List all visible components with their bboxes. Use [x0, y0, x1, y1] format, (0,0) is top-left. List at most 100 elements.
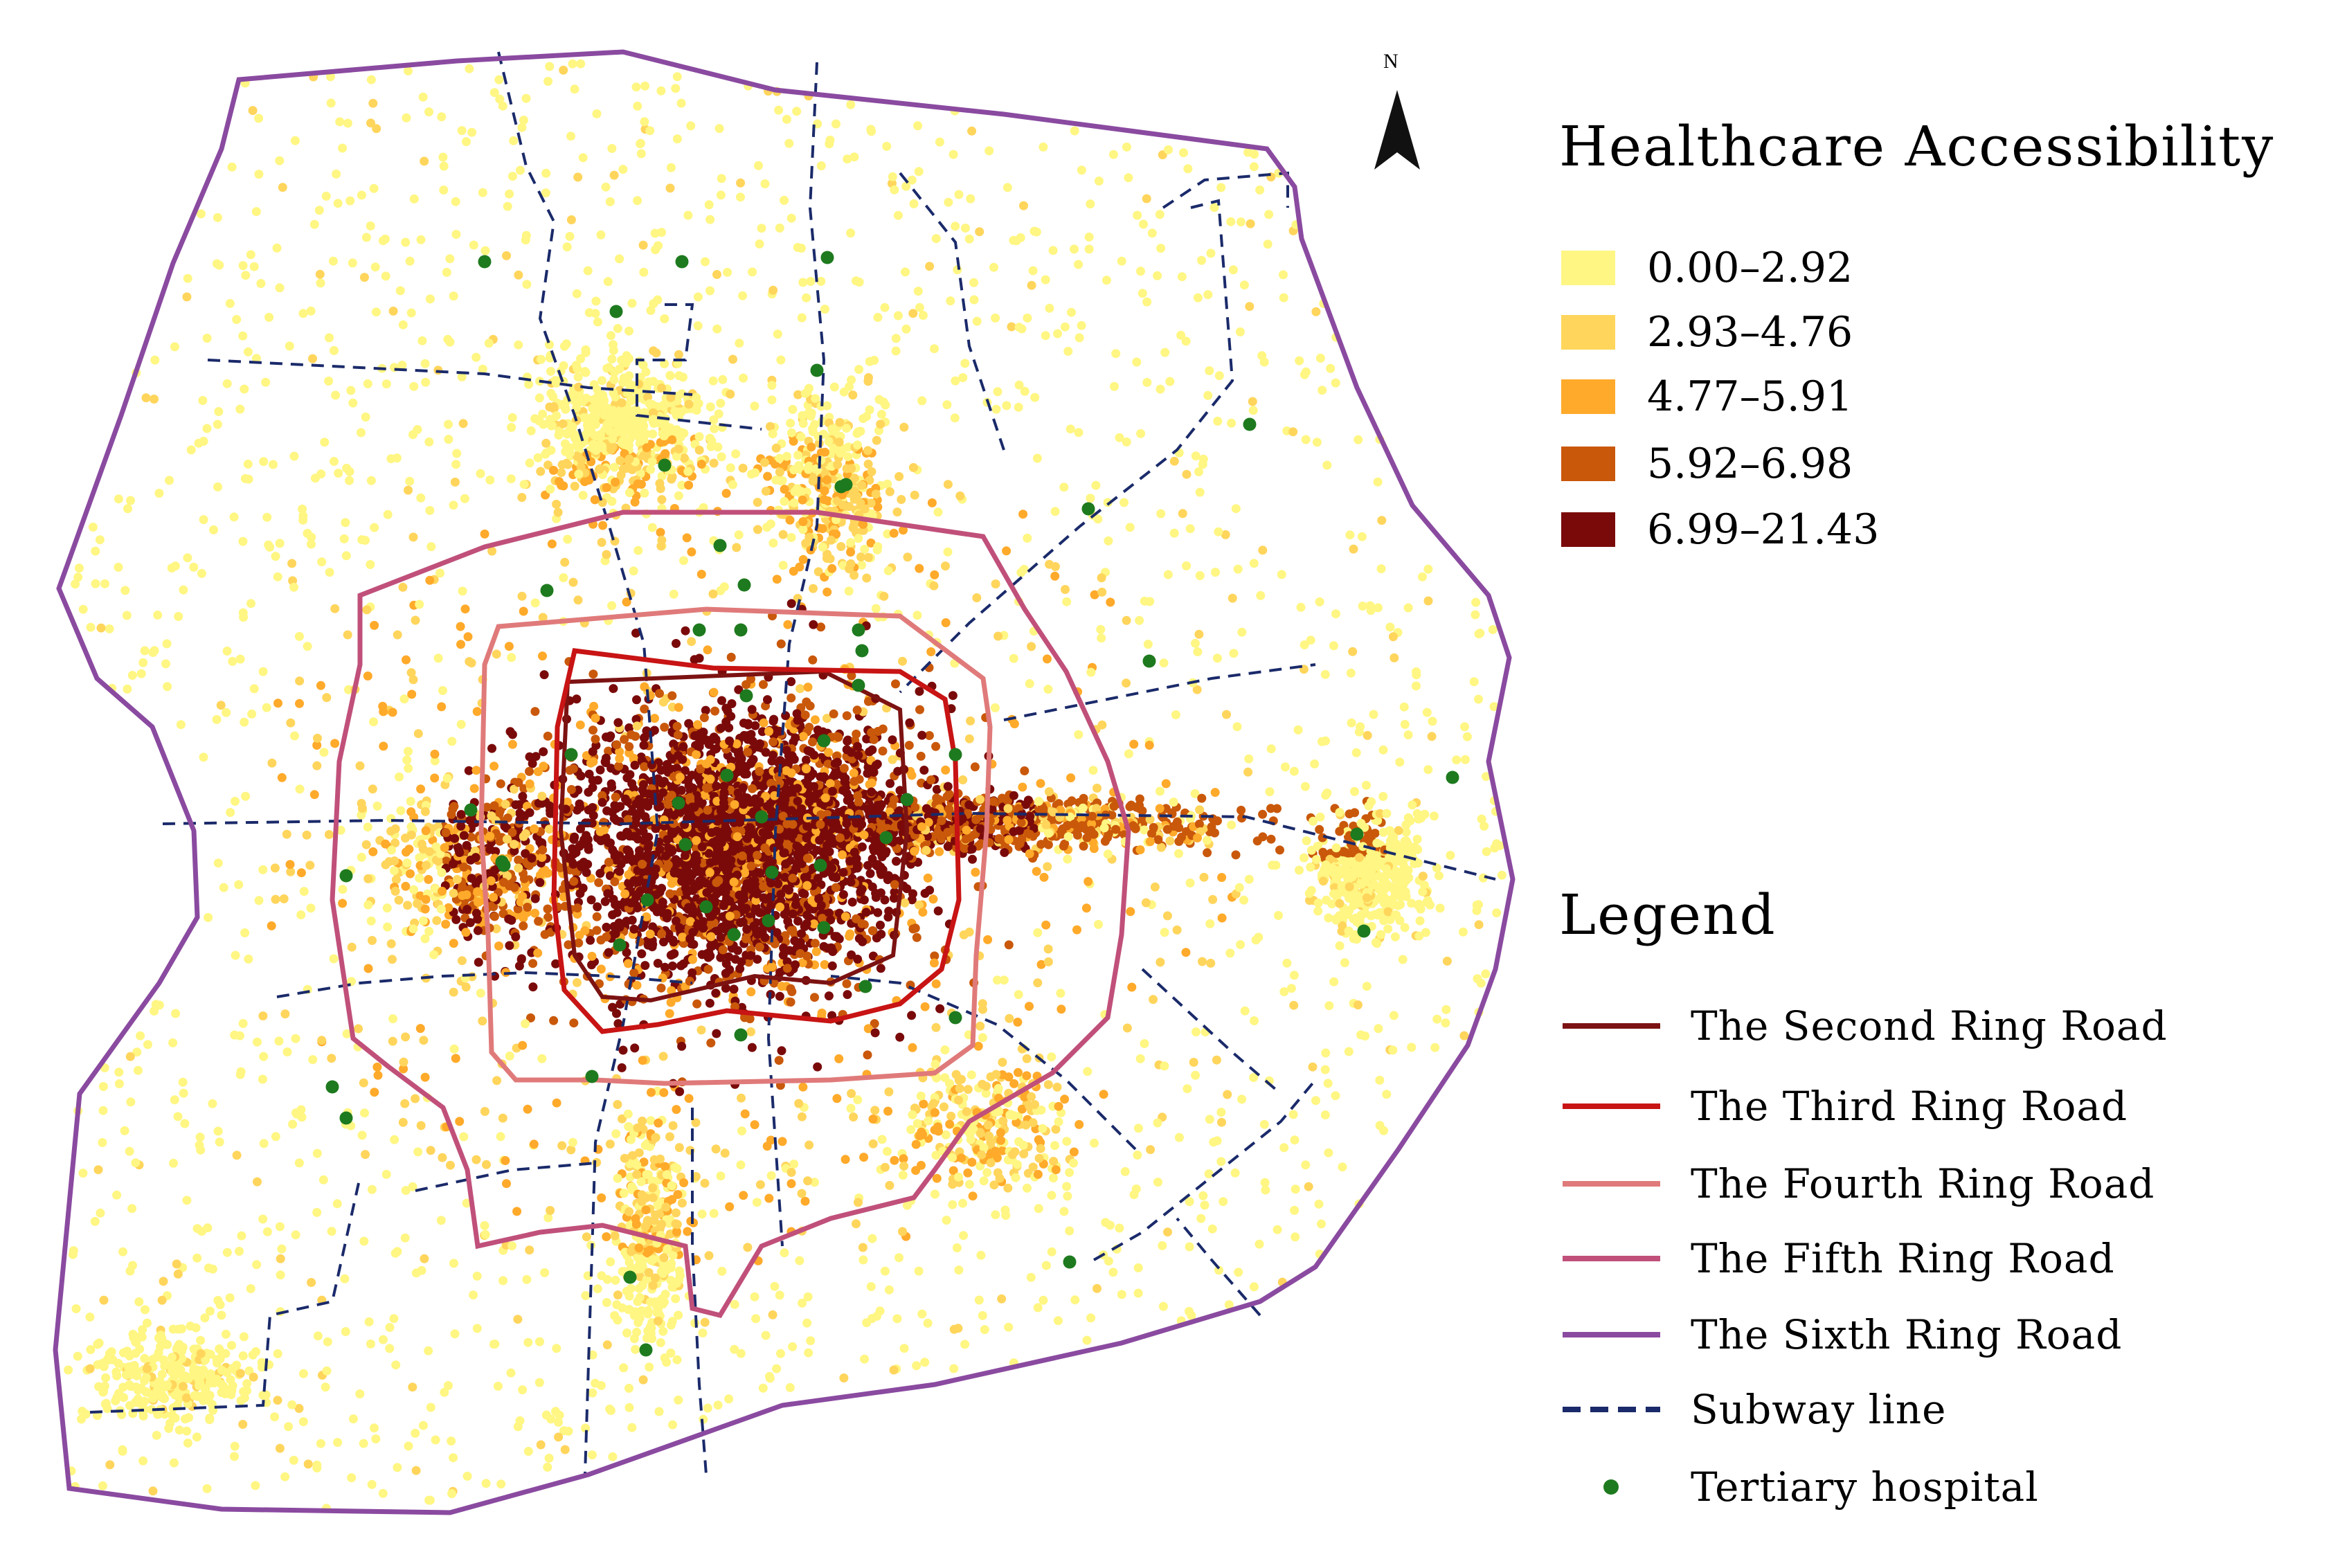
accessibility-point: [852, 705, 862, 715]
accessibility-point: [645, 399, 654, 408]
accessibility-point: [647, 523, 657, 532]
accessibility-point: [900, 898, 910, 908]
accessibility-point: [665, 889, 675, 899]
accessibility-point: [722, 824, 732, 834]
accessibility-point: [655, 478, 665, 488]
accessibility-point: [764, 727, 773, 736]
accessibility-point: [883, 912, 893, 922]
accessibility-point: [905, 718, 915, 728]
accessibility-point: [402, 847, 411, 857]
accessibility-point: [604, 858, 613, 867]
accessibility-point: [613, 1019, 623, 1029]
accessibility-point: [530, 824, 539, 833]
accessibility-point: [802, 854, 812, 863]
accessibility-point: [782, 819, 792, 829]
accessibility-point: [813, 874, 822, 883]
accessibility-point: [588, 726, 597, 735]
accessibility-point: [693, 720, 703, 730]
accessibility-point: [1079, 841, 1088, 851]
accessibility-point: [624, 846, 633, 856]
accessibility-point: [716, 399, 726, 408]
accessibility-point: [1073, 830, 1082, 840]
accessibility-point: [1385, 826, 1395, 836]
accessibility-point: [786, 926, 796, 935]
accessibility-point: [1079, 793, 1088, 803]
accessibility-point: [1383, 924, 1393, 934]
accessibility-point: [798, 888, 807, 898]
accessibility-point: [964, 800, 974, 810]
accessibility-point: [1315, 812, 1325, 822]
accessibility-point: [852, 914, 861, 923]
accessibility-point: [633, 479, 642, 489]
accessibility-point: [659, 937, 668, 947]
accessibility-point: [1435, 903, 1445, 913]
accessibility-point: [442, 773, 452, 783]
accessibility-point: [748, 784, 757, 793]
accessibility-point: [793, 784, 802, 793]
accessibility-point: [962, 825, 971, 835]
accessibility-point: [622, 773, 632, 783]
accessibility-point: [469, 784, 479, 793]
accessibility-point: [627, 465, 637, 474]
accessibility-point: [852, 729, 861, 739]
accessibility-point: [804, 842, 813, 852]
accessibility-point: [709, 687, 719, 697]
accessibility-point: [782, 957, 792, 966]
accessibility-point: [769, 714, 779, 724]
accessibility-point: [649, 789, 658, 799]
accessibility-point: [1034, 797, 1043, 806]
accessibility-point: [660, 962, 669, 972]
accessibility-point: [541, 448, 551, 458]
accessibility-point: [971, 815, 981, 824]
accessibility-point: [636, 886, 645, 896]
accessibility-point: [536, 467, 546, 476]
accessibility-point: [587, 951, 597, 961]
accessibility-point: [499, 878, 509, 887]
accessibility-point: [1295, 865, 1304, 875]
accessibility-point: [835, 833, 845, 842]
accessibility-point: [761, 487, 771, 496]
accessibility-point: [660, 723, 669, 732]
accessibility-point: [838, 867, 848, 877]
accessibility-point: [786, 418, 795, 428]
accessibility-point: [396, 806, 406, 815]
accessibility-point: [441, 919, 451, 929]
accessibility-point: [1322, 895, 1331, 905]
accessibility-point: [717, 452, 726, 462]
accessibility-point: [1358, 878, 1367, 887]
accessibility-point: [682, 865, 692, 875]
accessibility-point: [568, 422, 577, 431]
accessibility-point: [802, 833, 811, 843]
accessibility-point: [678, 372, 687, 382]
accessibility-point: [1044, 787, 1054, 797]
accessibility-point: [564, 940, 573, 950]
accessibility-point: [726, 756, 736, 766]
accessibility-point: [836, 542, 846, 551]
accessibility-point: [622, 948, 631, 957]
accessibility-point: [1003, 804, 1013, 813]
accessibility-point: [775, 991, 784, 1001]
accessibility-point: [1365, 870, 1374, 879]
accessibility-point: [828, 772, 838, 782]
accessibility-point: [602, 753, 611, 763]
accessibility-point: [1103, 833, 1113, 842]
accessibility-point: [1335, 899, 1345, 908]
accessibility-point: [637, 949, 647, 959]
accessibility-point: [847, 950, 856, 959]
accessibility-point: [796, 432, 806, 442]
accessibility-point: [533, 767, 543, 777]
accessibility-point: [527, 854, 537, 863]
accessibility-point: [842, 711, 852, 721]
accessibility-point: [867, 882, 877, 892]
accessibility-point: [892, 856, 901, 866]
accessibility-point: [667, 435, 677, 444]
accessibility-point: [849, 521, 858, 530]
accessibility-point: [721, 984, 730, 993]
accessibility-point: [615, 456, 625, 465]
accessibility-point: [580, 477, 589, 487]
accessibility-point: [780, 931, 790, 940]
accessibility-point: [1009, 791, 1018, 800]
accessibility-point: [763, 695, 772, 705]
accessibility-point: [753, 955, 762, 964]
accessibility-point: [840, 774, 850, 783]
